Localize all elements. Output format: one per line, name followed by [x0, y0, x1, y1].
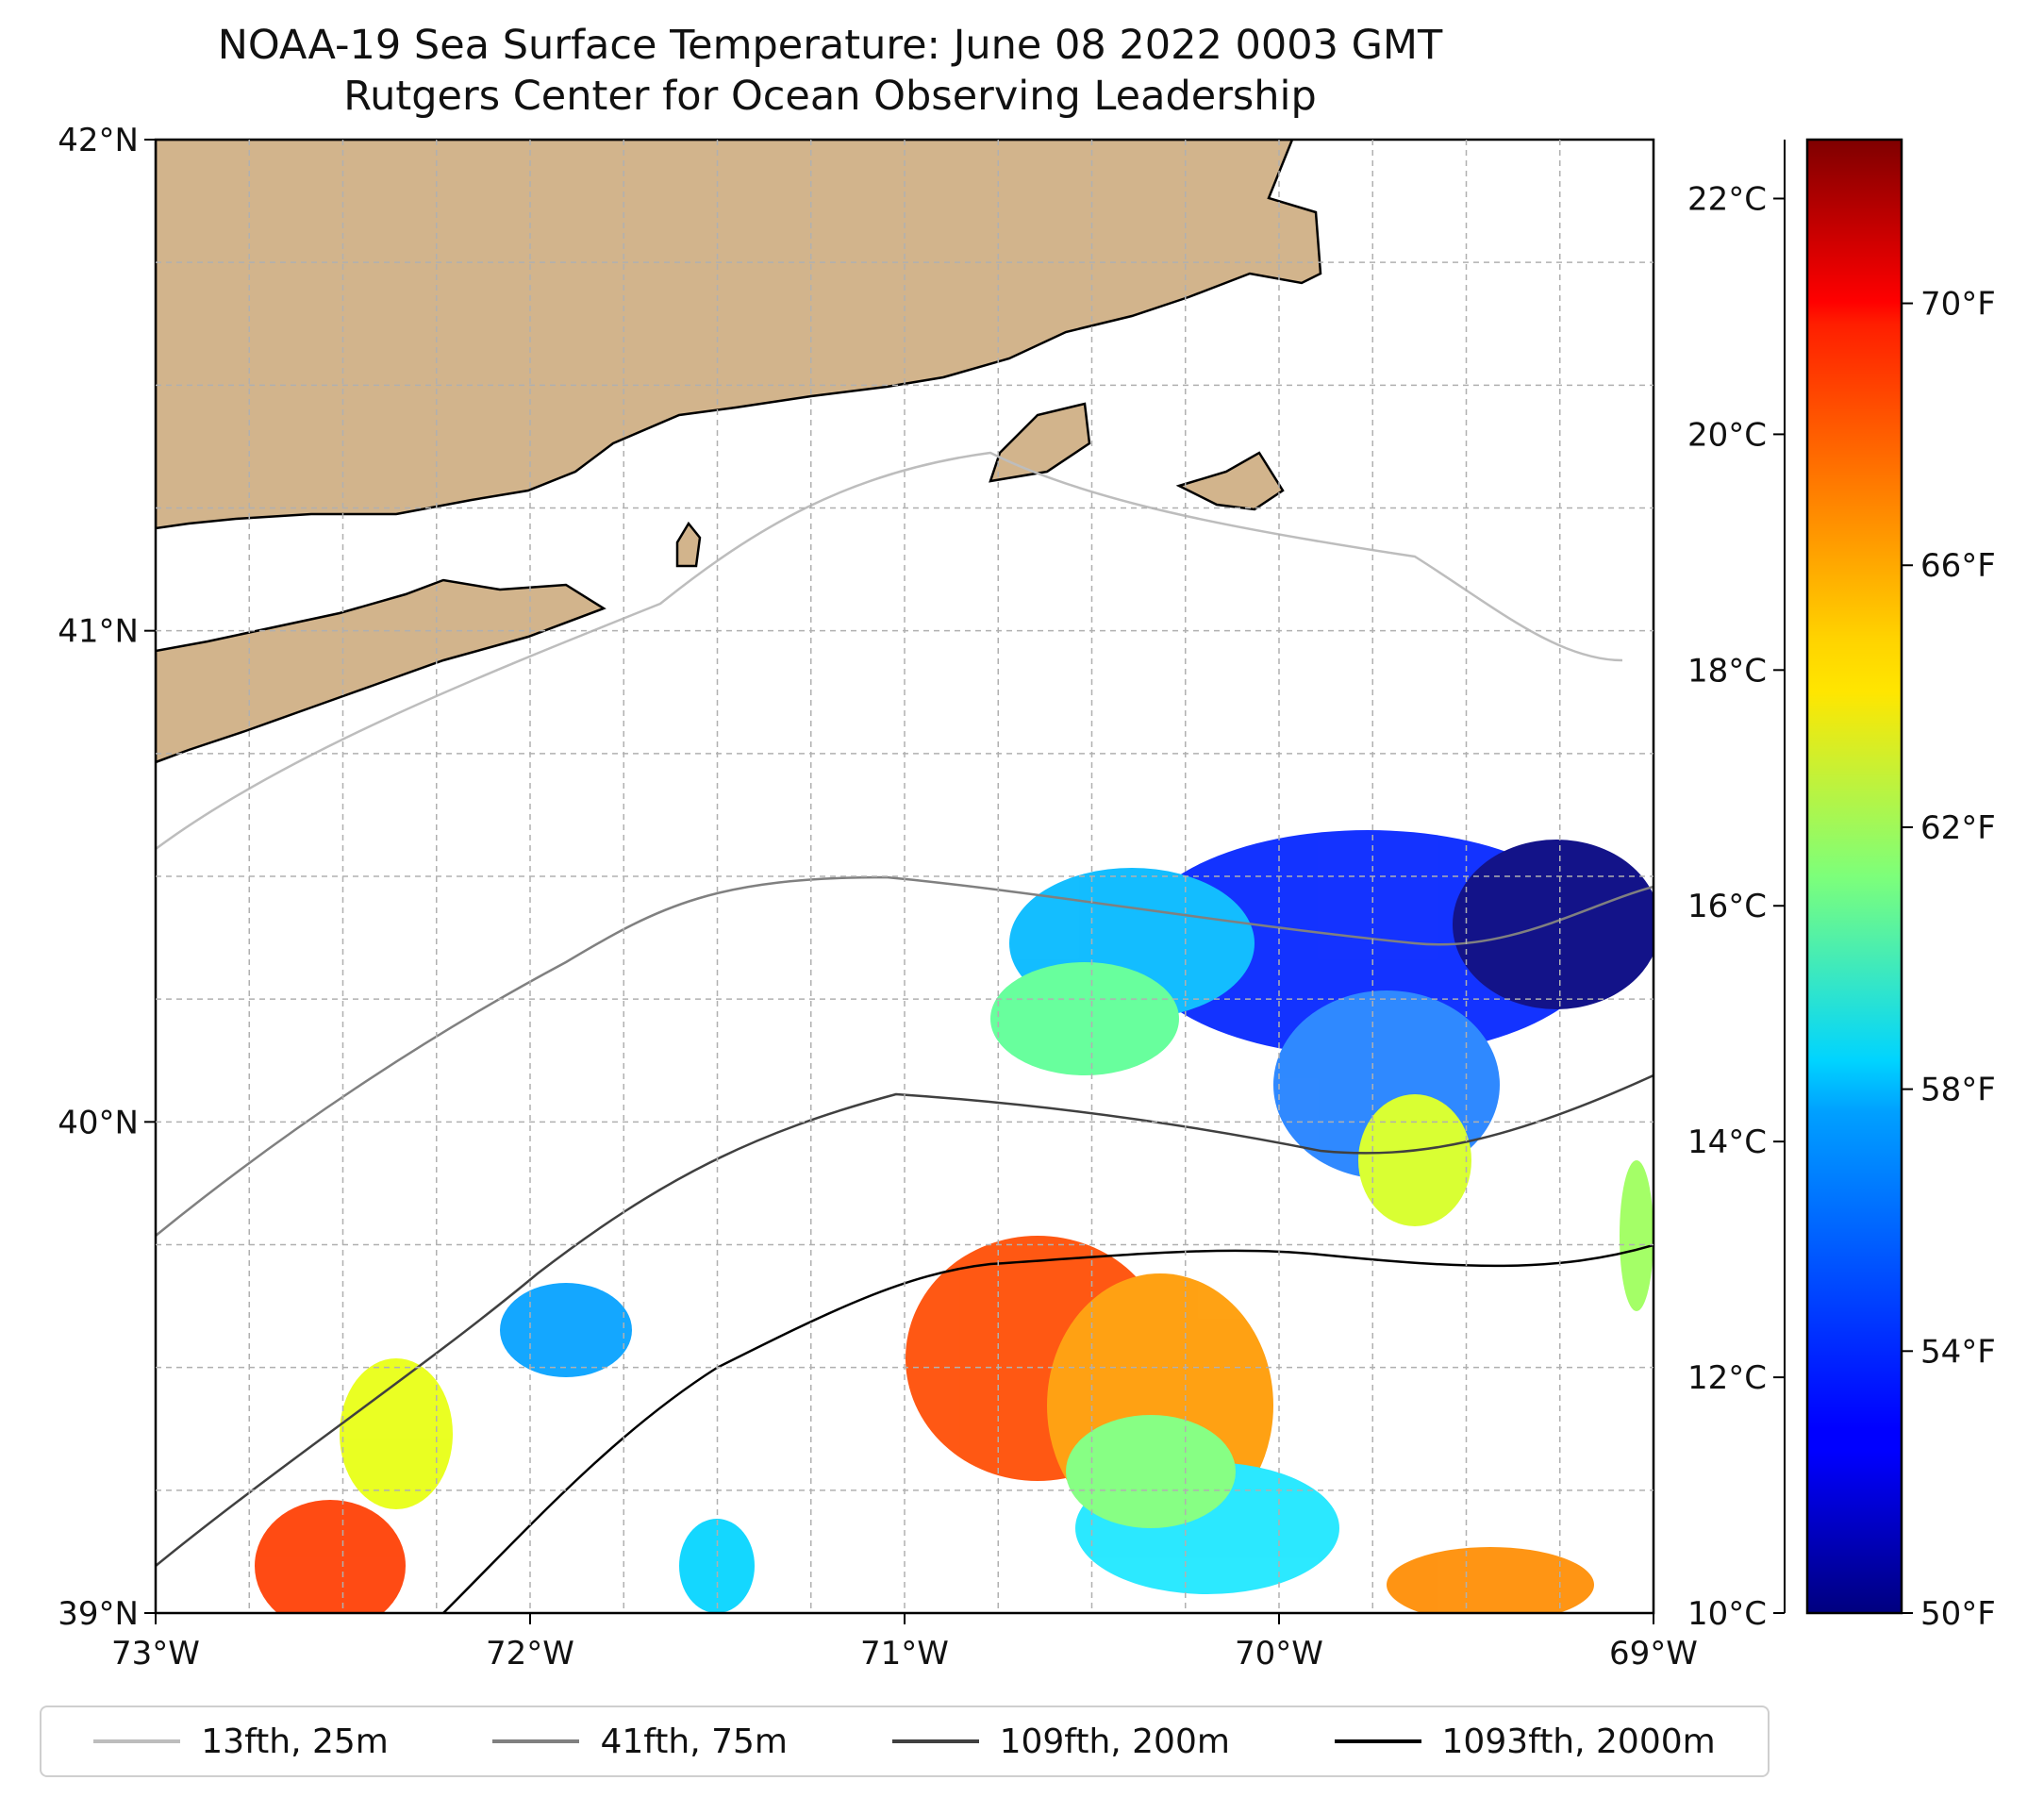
colorbar-celsius-tick-label: 18°C — [1687, 652, 1767, 690]
land-mainland — [156, 140, 1322, 530]
lon-tick-label: 71°W — [860, 1635, 949, 1672]
legend-label-75m: 41fth, 75m — [600, 1722, 788, 1761]
colorbar-celsius-tick-label: 20°C — [1687, 416, 1767, 454]
land-long-island — [156, 578, 607, 764]
gridlines — [156, 140, 1653, 1613]
legend-swatch-25m — [93, 1739, 181, 1743]
colorbar-celsius-tick-label: 14°C — [1687, 1123, 1767, 1161]
colorbar-ticks: 22°C 20°C 18°C 16°C 14°C 12°C 10°C 70°F 66°F 62°F… — [1687, 140, 1996, 1633]
depth-legend: 13fth, 25m 41fth, 75m 109fth, 200m 1093f… — [40, 1705, 1770, 1777]
map-subtitle: Rutgers Center for Ocean Observing Leade… — [343, 73, 1317, 120]
colorbar-celsius-tick-label: 16°C — [1687, 888, 1767, 925]
contour-75m — [156, 875, 1653, 1237]
colorbar — [1805, 138, 1903, 1615]
colorbar-fahrenheit-tick-label: 70°F — [1920, 286, 1996, 324]
map-title: NOAA-19 Sea Surface Temperature: June 08… — [217, 22, 1443, 69]
land-marthas-vineyard — [989, 402, 1091, 483]
colorbar-celsius-tick-label: 22°C — [1687, 180, 1767, 218]
legend-label-200m: 109fth, 200m — [999, 1722, 1230, 1761]
land-block-island — [675, 521, 702, 568]
lon-tick-label: 72°W — [486, 1635, 574, 1672]
axis-ticks: 73°W 72°W 71°W 70°W 69°W 42°N 41°N 40°N 39°N — [58, 122, 1698, 1672]
lat-tick-label: 39°N — [58, 1595, 139, 1633]
colorbar-fahrenheit-tick-label: 66°F — [1920, 547, 1996, 585]
lon-tick-label: 70°W — [1235, 1635, 1323, 1672]
legend-swatch-2000m — [1334, 1739, 1421, 1743]
colorbar-celsius-tick-label: 10°C — [1687, 1595, 1767, 1633]
lon-tick-label: 73°W — [111, 1635, 200, 1672]
legend-item-75m: 41fth, 75m — [492, 1722, 788, 1761]
legend-item-200m: 109fth, 200m — [891, 1722, 1230, 1761]
colorbar-fahrenheit-tick-label: 54°F — [1920, 1333, 1996, 1371]
legend-label-25m: 13fth, 25m — [201, 1722, 389, 1761]
colorbar-fahrenheit-tick-label: 58°F — [1920, 1072, 1996, 1109]
colorbar-fahrenheit-tick-label: 62°F — [1920, 809, 1996, 847]
legend-label-2000m: 1093fth, 2000m — [1441, 1722, 1716, 1761]
lat-tick-label: 42°N — [58, 122, 139, 159]
contour-200m — [156, 1073, 1653, 1567]
legend-swatch-200m — [891, 1739, 979, 1743]
legend-swatch-75m — [492, 1739, 580, 1743]
colorbar-fahrenheit-tick-label: 50°F — [1920, 1595, 1996, 1633]
lat-tick-label: 40°N — [58, 1104, 139, 1141]
sst-data — [255, 830, 1653, 1613]
legend-item-25m: 13fth, 25m — [93, 1722, 389, 1761]
land-nantucket — [1175, 451, 1285, 511]
colorbar-celsius-tick-label: 12°C — [1687, 1359, 1767, 1397]
contour-25m — [156, 451, 1623, 851]
lat-tick-label: 41°N — [58, 613, 139, 651]
contour-2000m — [442, 1243, 1653, 1613]
legend-item-2000m: 1093fth, 2000m — [1334, 1722, 1716, 1761]
lon-tick-label: 69°W — [1609, 1635, 1698, 1672]
